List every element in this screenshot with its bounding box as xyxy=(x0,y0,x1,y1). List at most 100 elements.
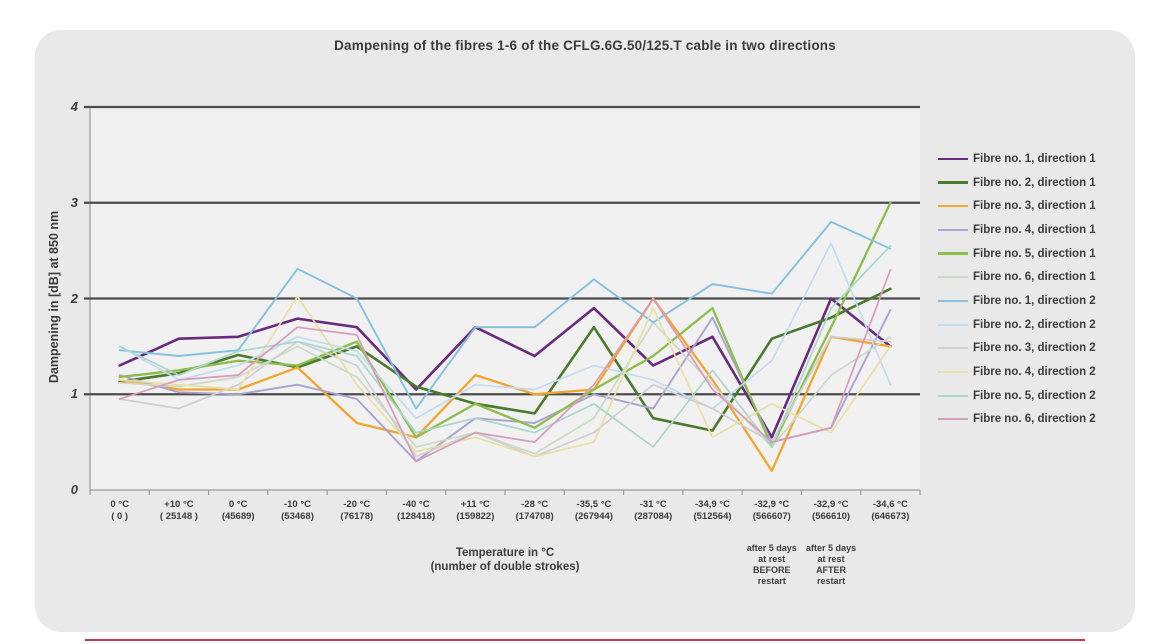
x-tick-label: +10 °C( 25148 ) xyxy=(147,499,211,523)
legend-item: Fibre no. 1, direction 2 xyxy=(938,289,1096,313)
x-tick-strokes: ( 0 ) xyxy=(111,511,129,522)
x-tick-strokes: ( 25148 ) xyxy=(159,511,198,522)
legend-label: Fibre no. 2, direction 1 xyxy=(973,176,1096,189)
legend-line-swatch xyxy=(938,394,968,397)
x-tick-temp: 0 °C xyxy=(110,499,129,510)
x-tick-label: -31 °C (287084) xyxy=(621,499,685,523)
legend-item: Fibre no. 6, direction 1 xyxy=(938,265,1096,289)
legend-item: Fibre no. 5, direction 2 xyxy=(938,384,1096,408)
x-tick-label: +11 °C (159822) xyxy=(443,499,507,523)
x-tick-temp: -40 °C xyxy=(402,499,430,510)
rest-annotation: after 5 days at rest BEFORE restart xyxy=(732,543,812,587)
x-tick-strokes: (566610) xyxy=(812,511,851,522)
legend-label: Fibre no. 2, direction 2 xyxy=(973,318,1096,331)
x-tick-temp: -32,9 °C xyxy=(813,499,849,510)
series-line xyxy=(118,242,892,420)
legend-line-swatch xyxy=(938,205,968,208)
x-tick-label: 0 °C (45689) xyxy=(206,499,270,523)
x-tick-label: -28 °C (174708) xyxy=(503,499,567,523)
x-tick-label: -20 °C (76178) xyxy=(325,499,389,523)
rest-annotation-line: after 5 days xyxy=(746,543,797,553)
legend-line-swatch xyxy=(938,323,968,326)
legend-line-swatch xyxy=(938,347,968,350)
legend-line-swatch xyxy=(938,252,968,255)
legend-label: Fibre no. 6, direction 1 xyxy=(973,271,1096,284)
x-axis-title: Temperature in °C (number of double stro… xyxy=(345,546,665,574)
legend-line-swatch xyxy=(938,181,968,184)
x-axis-title-line1: Temperature in °C xyxy=(455,547,555,559)
x-tick-label: -32,9 °C (566610) xyxy=(799,499,863,523)
x-tick-label: 0 °C( 0 ) xyxy=(88,499,152,523)
legend-line-swatch xyxy=(938,299,968,302)
series-line xyxy=(118,287,892,432)
rest-annotation-line: at rest xyxy=(758,554,786,564)
x-tick-strokes: (76178) xyxy=(340,511,374,522)
x-tick-temp: 0 °C xyxy=(228,499,248,510)
legend-item: Fibre no. 2, direction 2 xyxy=(938,313,1096,337)
x-tick-temp: -28 °C xyxy=(521,499,549,510)
legend-line-swatch xyxy=(938,418,968,421)
x-tick-strokes: (512564) xyxy=(693,511,732,522)
legend-label: Fibre no. 1, direction 1 xyxy=(973,152,1096,165)
legend-line-swatch xyxy=(938,371,968,374)
y-tick-label: 0 xyxy=(70,482,78,497)
rest-annotation-line: restart xyxy=(757,576,786,586)
legend-line-swatch xyxy=(938,228,968,231)
rest-annotation-line: after 5 days xyxy=(806,543,857,553)
legend-label: Fibre no. 5, direction 2 xyxy=(973,389,1096,402)
bottom-red-rule xyxy=(85,639,1085,641)
series-line xyxy=(118,220,892,410)
x-tick-strokes: (287084) xyxy=(634,511,673,522)
legend-label: Fibre no. 3, direction 1 xyxy=(973,200,1096,213)
x-axis-title-line2: (number of double strokes) xyxy=(430,561,580,573)
legend-label: Fibre no. 3, direction 2 xyxy=(973,342,1096,355)
x-tick-strokes: (159822) xyxy=(456,511,495,522)
rest-annotation-line: restart xyxy=(817,576,846,586)
x-tick-label: -34,9 °C (512564) xyxy=(681,499,745,523)
x-tick-strokes: (53468) xyxy=(281,511,314,522)
x-tick-strokes: (174708) xyxy=(515,511,554,522)
legend-item: Fibre no. 5, direction 1 xyxy=(938,242,1096,266)
x-tick-strokes: (646673) xyxy=(871,511,910,522)
x-tick-temp: -34,6 °C xyxy=(872,499,908,510)
series-line xyxy=(118,297,892,473)
legend-label: Fibre no. 4, direction 1 xyxy=(973,223,1096,236)
x-tick-label: -40 °C (128418) xyxy=(384,499,448,523)
legend: Fibre no. 1, direction 1 Fibre no. 2, dir… xyxy=(938,147,1096,431)
x-tick-strokes: (45689) xyxy=(221,511,255,522)
x-tick-temp: -31 °C xyxy=(639,499,667,510)
x-tick-temp: +11 °C xyxy=(460,499,490,510)
legend-label: Fibre no. 5, direction 1 xyxy=(973,247,1096,260)
legend-item: Fibre no. 3, direction 1 xyxy=(938,194,1096,218)
legend-item: Fibre no. 3, direction 2 xyxy=(938,337,1096,361)
legend-item: Fibre no. 2, direction 1 xyxy=(938,171,1096,195)
x-tick-temp: -32,9 °C xyxy=(754,499,790,510)
x-tick-temp: -34,9 °C xyxy=(695,499,730,510)
legend-label: Fibre no. 6, direction 2 xyxy=(973,413,1096,426)
legend-line-swatch xyxy=(938,157,968,161)
x-tick-strokes: (566607) xyxy=(752,511,791,522)
x-tick-label: -35,5 °C (267944) xyxy=(562,499,626,523)
x-tick-strokes: (128418) xyxy=(397,511,436,522)
legend-line-swatch xyxy=(938,276,968,279)
y-tick-label: 1 xyxy=(70,386,78,402)
series-line xyxy=(118,335,892,458)
series-line xyxy=(118,295,892,458)
y-tick-label: 2 xyxy=(70,290,78,306)
x-tick-strokes: (267944) xyxy=(574,511,613,522)
x-tick-label: -34,6 °C (646673) xyxy=(858,499,922,523)
x-tick-temp: -10 °C xyxy=(283,499,312,510)
legend-label: Fibre no. 1, direction 2 xyxy=(973,294,1096,307)
legend-item: Fibre no. 6, direction 2 xyxy=(938,408,1096,432)
y-tick-label: 3 xyxy=(70,194,78,210)
legend-item: Fibre no. 4, direction 2 xyxy=(938,360,1096,384)
y-tick-label: 4 xyxy=(70,99,78,114)
legend-item: Fibre no. 1, direction 1 xyxy=(938,147,1096,171)
rest-annotation-line: at rest xyxy=(817,554,845,564)
legend-label: Fibre no. 4, direction 2 xyxy=(973,366,1096,379)
x-tick-temp: -20 °C xyxy=(343,499,371,510)
series-line xyxy=(118,268,892,463)
rest-annotation-line: AFTER xyxy=(816,565,847,575)
